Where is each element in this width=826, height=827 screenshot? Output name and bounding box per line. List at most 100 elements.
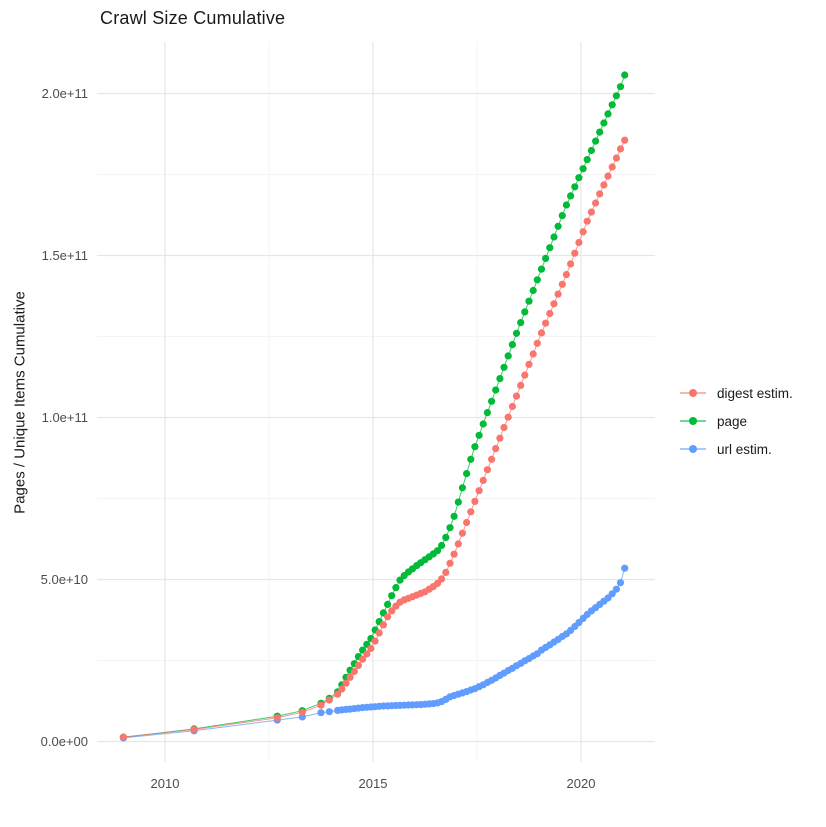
data-point-page bbox=[450, 512, 458, 520]
data-point-digest bbox=[529, 350, 537, 358]
legend-item-url: url estim. bbox=[680, 435, 793, 463]
data-point-digest bbox=[350, 667, 358, 676]
legend-key-icon bbox=[680, 414, 706, 428]
data-point-page bbox=[458, 484, 466, 492]
data-point-digest bbox=[475, 487, 483, 495]
data-point-page bbox=[583, 156, 591, 164]
data-point-digest bbox=[488, 455, 496, 463]
data-point-digest bbox=[579, 228, 587, 236]
data-point-page bbox=[479, 420, 487, 428]
data-point-page bbox=[537, 265, 546, 273]
data-point-page bbox=[388, 592, 396, 600]
series-line-url bbox=[123, 568, 626, 739]
data-point-page bbox=[592, 137, 600, 145]
data-point-page bbox=[521, 308, 529, 316]
data-point-page bbox=[616, 83, 625, 91]
data-point-page bbox=[442, 533, 450, 542]
data-point-digest bbox=[346, 673, 354, 681]
legend-item-digest: digest estim. bbox=[680, 379, 793, 407]
data-point-digest bbox=[562, 271, 571, 279]
y-tick-label: 5.0e+10 bbox=[40, 571, 88, 587]
y-tick-label: 1.0e+11 bbox=[41, 409, 88, 425]
legend-item-page: page bbox=[680, 407, 793, 435]
data-point-page bbox=[483, 409, 491, 417]
data-point-page bbox=[504, 352, 512, 360]
data-point-digest bbox=[496, 434, 504, 442]
data-point-digest bbox=[463, 518, 471, 527]
data-point-digest bbox=[458, 529, 466, 537]
data-point-digest bbox=[338, 685, 346, 693]
data-point-page bbox=[579, 165, 587, 173]
data-point-digest bbox=[604, 172, 612, 180]
legend-label: page bbox=[717, 413, 748, 429]
data-point-page bbox=[575, 174, 583, 182]
data-point-page bbox=[550, 233, 558, 241]
data-point-digest bbox=[325, 696, 333, 704]
data-point-digest bbox=[583, 217, 591, 225]
data-point-digest bbox=[596, 190, 604, 198]
data-point-page bbox=[475, 431, 483, 439]
data-point-digest bbox=[371, 637, 379, 645]
data-point-digest bbox=[567, 260, 575, 268]
data-point-page bbox=[529, 286, 537, 295]
data-point-page bbox=[467, 455, 475, 463]
data-point-page bbox=[384, 600, 392, 609]
data-point-digest bbox=[446, 559, 454, 567]
data-point-page bbox=[433, 547, 442, 555]
data-point-page bbox=[542, 254, 550, 262]
data-point-page bbox=[533, 276, 541, 284]
data-point-url bbox=[621, 564, 629, 572]
data-point-digest bbox=[612, 154, 621, 162]
data-point-digest bbox=[521, 371, 529, 379]
data-point-page bbox=[596, 128, 604, 136]
data-point-page bbox=[621, 71, 629, 79]
data-point-page bbox=[571, 183, 579, 191]
data-point-digest bbox=[508, 402, 516, 411]
data-point-page bbox=[463, 470, 471, 478]
data-point-digest bbox=[317, 701, 325, 709]
data-point-page bbox=[600, 119, 608, 127]
data-point-page bbox=[608, 101, 616, 109]
data-point-digest bbox=[298, 708, 306, 716]
data-point-page bbox=[492, 386, 500, 394]
data-point-digest bbox=[483, 466, 491, 474]
y-tick-label: 2.0e+11 bbox=[41, 85, 88, 101]
data-point-digest bbox=[375, 629, 383, 637]
data-point-digest bbox=[119, 733, 127, 741]
legend-key-icon bbox=[680, 386, 706, 400]
data-point-digest bbox=[342, 679, 350, 687]
data-point-page bbox=[496, 375, 504, 383]
data-point-digest bbox=[504, 413, 512, 421]
chart-title: Crawl Size Cumulative bbox=[100, 8, 286, 28]
data-point-digest bbox=[359, 655, 367, 663]
data-point-page bbox=[517, 319, 525, 327]
data-point-page bbox=[567, 192, 575, 200]
data-point-digest bbox=[367, 644, 375, 653]
data-point-page bbox=[554, 222, 562, 230]
data-point-digest bbox=[190, 725, 198, 734]
data-point-digest bbox=[388, 607, 396, 615]
data-point-page bbox=[454, 498, 462, 506]
data-point-digest bbox=[537, 329, 546, 337]
data-point-page bbox=[604, 110, 612, 118]
data-point-page bbox=[558, 212, 566, 220]
data-point-digest bbox=[273, 714, 281, 722]
data-point-digest bbox=[363, 650, 371, 658]
data-point-page bbox=[546, 244, 554, 252]
data-point-digest bbox=[621, 136, 629, 144]
data-point-digest bbox=[454, 540, 462, 548]
y-tick-label: 1.5e+11 bbox=[41, 247, 88, 263]
data-point-digest bbox=[616, 145, 625, 153]
x-tick-label: 2015 bbox=[358, 776, 388, 791]
data-point-digest bbox=[334, 690, 342, 698]
data-point-page bbox=[562, 201, 571, 209]
data-point-digest bbox=[517, 381, 525, 389]
data-point-digest bbox=[587, 208, 596, 216]
data-point-digest bbox=[558, 280, 566, 288]
data-point-digest bbox=[492, 445, 500, 453]
data-point-page bbox=[438, 541, 446, 550]
x-tick-label: 2010 bbox=[150, 776, 180, 791]
data-point-page bbox=[587, 146, 596, 155]
data-point-digest bbox=[608, 163, 616, 171]
data-point-digest bbox=[471, 497, 479, 505]
